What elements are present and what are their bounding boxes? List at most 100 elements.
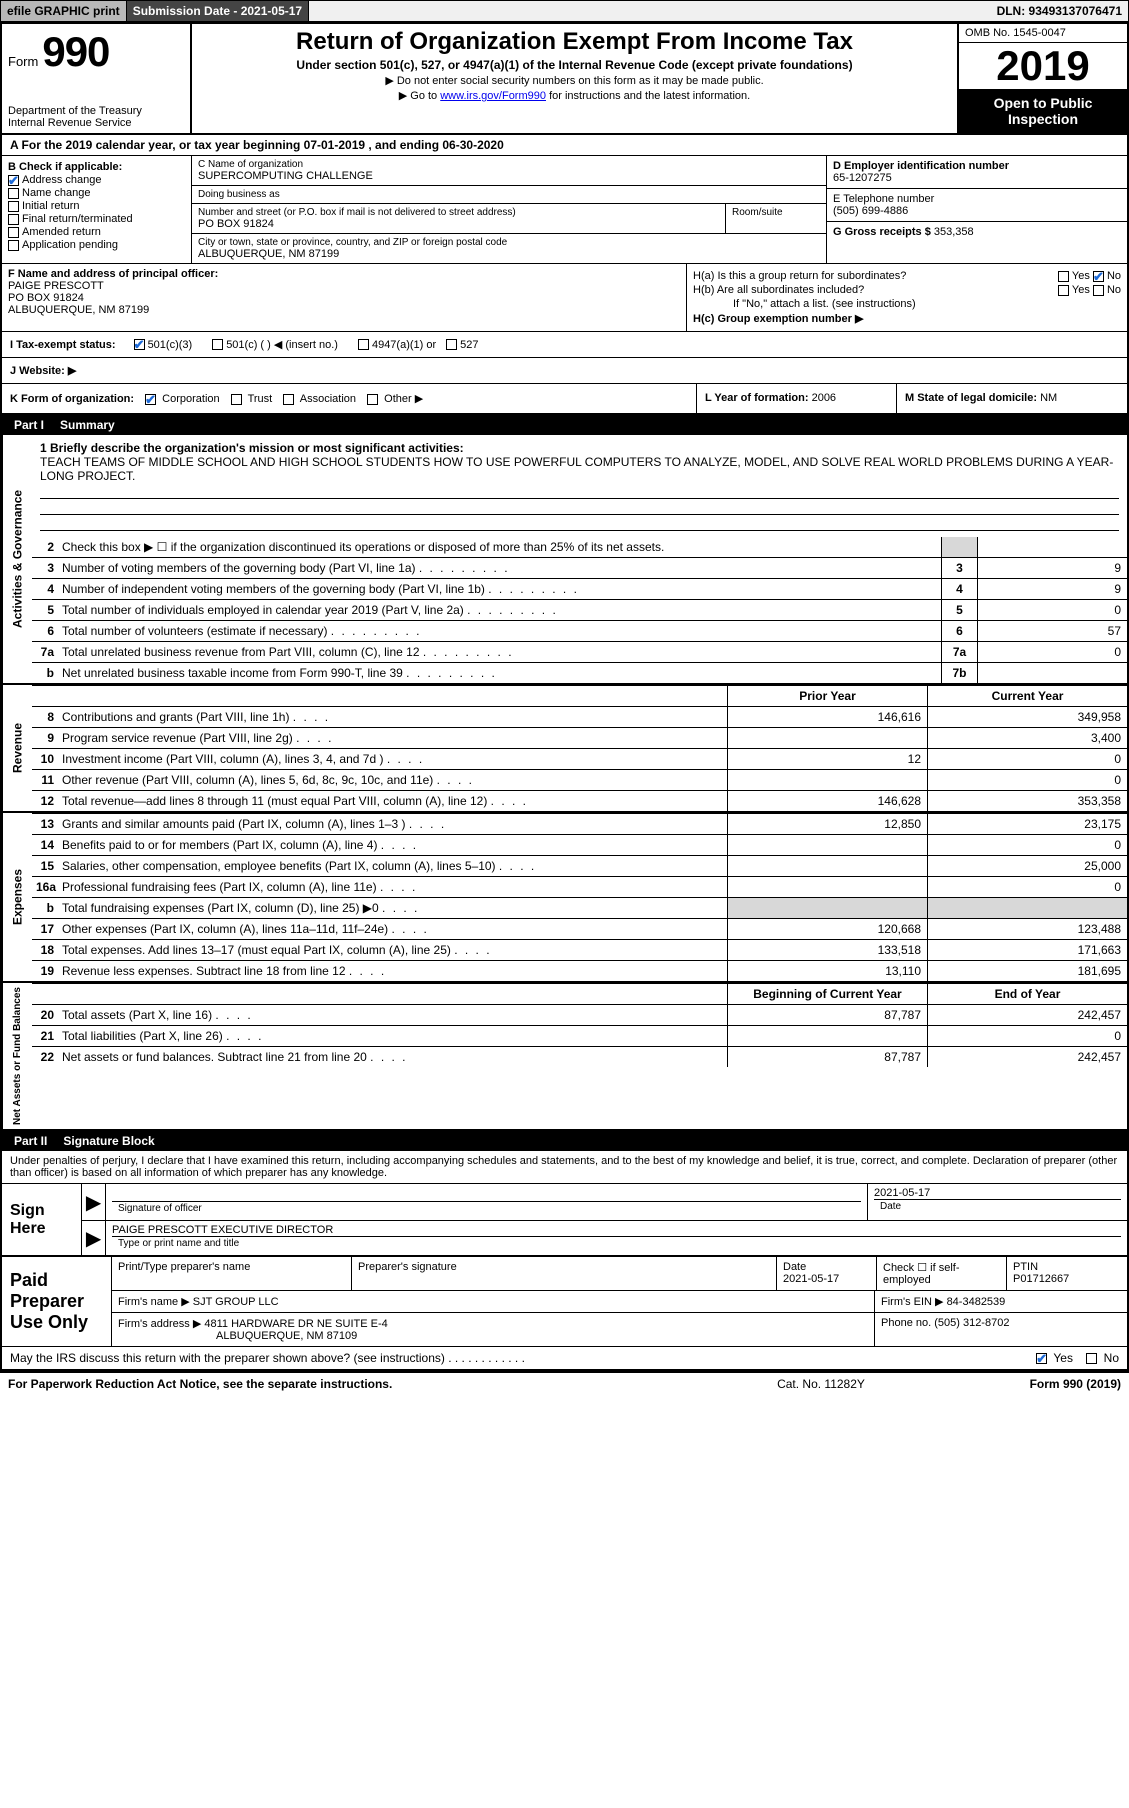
rev-header: Prior Year Current Year [32, 685, 1127, 706]
current-year-val: 353,358 [927, 791, 1127, 811]
checkbox-icon[interactable] [212, 339, 223, 350]
top-bar: efile GRAPHIC print Submission Date - 20… [0, 0, 1129, 22]
cb-initial-return[interactable]: Initial return [8, 200, 185, 212]
footer-form-ref: Form 990 (2019) [921, 1377, 1121, 1391]
summary-line: 2Check this box ▶ ☐ if the organization … [32, 537, 1127, 557]
line-num: 2 [32, 537, 58, 557]
header-right: OMB No. 1545-0047 2019 Open to Public In… [957, 24, 1127, 133]
vlabel-net-assets: Net Assets or Fund Balances [2, 983, 32, 1129]
k-assoc: Association [300, 393, 356, 405]
firm-ein-lbl: Firm's EIN ▶ [881, 1296, 944, 1308]
line-desc: Check this box ▶ ☐ if the organization d… [58, 537, 941, 557]
line-desc: Benefits paid to or for members (Part IX… [58, 835, 727, 855]
exp-content: 13Grants and similar amounts paid (Part … [32, 813, 1127, 981]
current-year-val: 171,663 [927, 940, 1127, 960]
summary-line: 17Other expenses (Part IX, column (A), l… [32, 918, 1127, 939]
d-ein: 65-1207275 [833, 172, 892, 184]
summary-line: 6Total number of volunteers (estimate if… [32, 620, 1127, 641]
cb-address-change[interactable]: Address change [8, 174, 185, 186]
may-irs-row: May the IRS discuss this return with the… [2, 1346, 1127, 1371]
efile-button[interactable]: efile GRAPHIC print [1, 1, 127, 21]
phone-lbl: Phone no. [881, 1317, 931, 1329]
submission-date-button[interactable]: Submission Date - 2021-05-17 [127, 1, 309, 21]
paid-preparer-label: Paid Preparer Use Only [2, 1257, 112, 1346]
prep-signature: Preparer's signature [352, 1257, 777, 1290]
checkbox-icon[interactable] [1093, 285, 1104, 296]
omb-number: OMB No. 1545-0047 [959, 24, 1127, 43]
hb-row: H(b) Are all subordinates included? Yes … [693, 284, 1121, 296]
na-spacer [32, 984, 727, 1004]
cb-name-change[interactable]: Name change [8, 187, 185, 199]
block-net-assets: Net Assets or Fund Balances Beginning of… [2, 983, 1127, 1131]
checkbox-icon [8, 188, 19, 199]
hdr-beginning-year: Beginning of Current Year [727, 984, 927, 1004]
current-year-val: 123,488 [927, 919, 1127, 939]
l-lbl: L Year of formation: [705, 392, 809, 404]
part-i-header: Part I Summary [2, 415, 1127, 435]
cb-application-pending[interactable]: Application pending [8, 239, 185, 251]
summary-line: 9Program service revenue (Part VIII, lin… [32, 727, 1127, 748]
checkbox-icon[interactable] [1058, 271, 1069, 282]
goto-line: ▶ Go to www.irs.gov/Form990 for instruct… [200, 89, 949, 102]
vlabel-revenue: Revenue [2, 685, 32, 811]
checkbox-checked-icon[interactable] [1036, 1353, 1047, 1364]
hc-lbl: H(c) Group exemption number ▶ [693, 312, 1121, 325]
checkbox-icon[interactable] [358, 339, 369, 350]
hc-row: H(c) Group exemption number ▶ [693, 312, 1121, 325]
line-num: 21 [32, 1026, 58, 1046]
hdr-current-year: Current Year [927, 686, 1127, 706]
form-990-num: 990 [42, 28, 109, 76]
header-left: Form 990 Department of the Treasury Inte… [2, 24, 192, 133]
line-desc: Total revenue—add lines 8 through 11 (mu… [58, 791, 727, 811]
current-year-val [927, 898, 1127, 918]
form-header: Form 990 Department of the Treasury Inte… [2, 24, 1127, 135]
row-k-l-m: K Form of organization: Corporation Trus… [2, 384, 1127, 415]
checkbox-icon [8, 240, 19, 251]
current-year-val: 0 [927, 835, 1127, 855]
line-box: 4 [941, 579, 977, 599]
checkbox-icon[interactable] [231, 394, 242, 405]
prior-year-val [727, 877, 927, 897]
vlabel-expenses: Expenses [2, 813, 32, 981]
paid-preparer-row: Paid Preparer Use Only Print/Type prepar… [2, 1256, 1127, 1346]
line-num: 10 [32, 749, 58, 769]
line-val: 9 [977, 558, 1127, 578]
sig-date: 2021-05-17 [874, 1187, 1121, 1199]
c-name-block: C Name of organization SUPERCOMPUTING CH… [192, 156, 826, 186]
checkbox-icon[interactable] [1058, 285, 1069, 296]
checkbox-icon[interactable] [283, 394, 294, 405]
prior-year-val [727, 770, 927, 790]
cb-final-return[interactable]: Final return/terminated [8, 213, 185, 225]
summary-line: 11Other revenue (Part VIII, column (A), … [32, 769, 1127, 790]
sig-officer-field: Signature of officer [106, 1184, 867, 1220]
checkbox-checked-icon[interactable] [134, 339, 145, 350]
checkbox-icon [8, 214, 19, 225]
goto-pre: ▶ Go to [399, 90, 440, 102]
g-gross: 353,358 [934, 226, 974, 238]
checkbox-icon[interactable] [446, 339, 457, 350]
sign-here-row: Sign Here ▶ Signature of officer 2021-05… [2, 1184, 1127, 1256]
signature-intro: Under penalties of perjury, I declare th… [2, 1151, 1127, 1184]
line-desc: Revenue less expenses. Subtract line 18 … [58, 961, 727, 981]
k-other: Other ▶ [384, 393, 423, 405]
cb-amended-return[interactable]: Amended return [8, 226, 185, 238]
prior-year-val: 146,616 [727, 707, 927, 727]
c-addr-row: Number and street (or P.O. box if mail i… [192, 204, 826, 234]
line-desc: Number of independent voting members of … [58, 579, 941, 599]
c-city-block: City or town, state or province, country… [192, 234, 826, 263]
line-num: 17 [32, 919, 58, 939]
sig-date-lbl: Date [874, 1199, 1121, 1215]
sig-date-field: 2021-05-17 Date [867, 1184, 1127, 1220]
sign-here-label: Sign Here [2, 1184, 82, 1255]
footer-cat-no: Cat. No. 11282Y [721, 1377, 921, 1391]
irs-link[interactable]: www.irs.gov/Form990 [440, 90, 546, 102]
checkbox-icon[interactable] [1086, 1353, 1097, 1364]
line-desc: Total fundraising expenses (Part IX, col… [58, 898, 727, 918]
line-num: 11 [32, 770, 58, 790]
checkbox-checked-icon[interactable] [1093, 271, 1104, 282]
i-527: 527 [460, 339, 478, 351]
block-revenue: Revenue Prior Year Current Year 8Contrib… [2, 685, 1127, 813]
sign-here-fields: ▶ Signature of officer 2021-05-17 Date ▶… [82, 1184, 1127, 1255]
checkbox-checked-icon[interactable] [145, 394, 156, 405]
checkbox-icon[interactable] [367, 394, 378, 405]
